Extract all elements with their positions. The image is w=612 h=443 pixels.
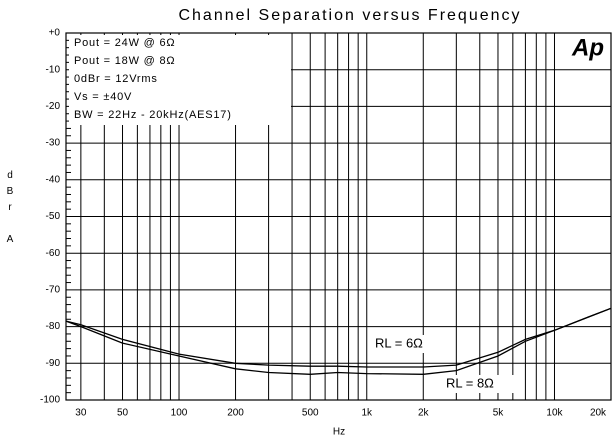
logo-bg xyxy=(563,34,610,62)
x-tick-label: 2k xyxy=(418,408,430,419)
annotation: BW = 22Hz - 20kHz(AES17) xyxy=(74,109,232,121)
y-tick-label: -20 xyxy=(46,101,61,112)
y-tick-label: -70 xyxy=(46,285,61,296)
series-line xyxy=(65,307,612,368)
x-axis-label: Hz xyxy=(333,427,345,438)
annotation: 0dBr = 12Vrms xyxy=(74,73,158,85)
x-tick-label: 20k xyxy=(590,408,607,419)
y-tick-label: -80 xyxy=(46,321,61,332)
legend-bg xyxy=(371,335,443,353)
y-tick-label: -50 xyxy=(46,211,61,222)
x-tick-label: 5k xyxy=(493,408,505,419)
y-tick-label: -90 xyxy=(46,358,61,369)
x-tick-label: 500 xyxy=(302,408,319,419)
x-tick-label: 50 xyxy=(117,408,129,419)
legend-label: RL = 6Ω xyxy=(375,335,423,350)
legend-label: RL = 8Ω xyxy=(446,375,494,390)
y-axis-label-char xyxy=(9,218,12,229)
annotation: Pout = 18W @ 8Ω xyxy=(74,55,175,67)
y-tick-label: -40 xyxy=(46,174,61,185)
series-line xyxy=(65,307,612,375)
annotation-box xyxy=(69,35,291,125)
y-axis-label-char: r xyxy=(8,202,12,213)
y-tick-label: -100 xyxy=(40,395,60,406)
legend-bg xyxy=(442,375,514,393)
y-axis-label-char: A xyxy=(7,234,14,245)
y-axis-label-char: B xyxy=(7,186,14,197)
y-tick-label: +0 xyxy=(49,28,61,39)
logo: Ap xyxy=(571,34,604,61)
annotation: Pout = 24W @ 6Ω xyxy=(74,37,175,49)
x-tick-label: 30 xyxy=(75,408,87,419)
annotation: Vs = ±40V xyxy=(74,91,132,103)
x-tick-label: 100 xyxy=(171,408,188,419)
x-tick-label: 1k xyxy=(361,408,373,419)
chart-title: Channel Separation versus Frequency xyxy=(178,7,521,24)
y-tick-label: -30 xyxy=(46,138,61,149)
x-tick-label: 10k xyxy=(546,408,563,419)
y-axis-label-char: d xyxy=(7,170,13,181)
x-tick-label: 200 xyxy=(227,408,244,419)
y-tick-label: -60 xyxy=(46,248,61,259)
y-tick-label: -10 xyxy=(46,64,61,75)
